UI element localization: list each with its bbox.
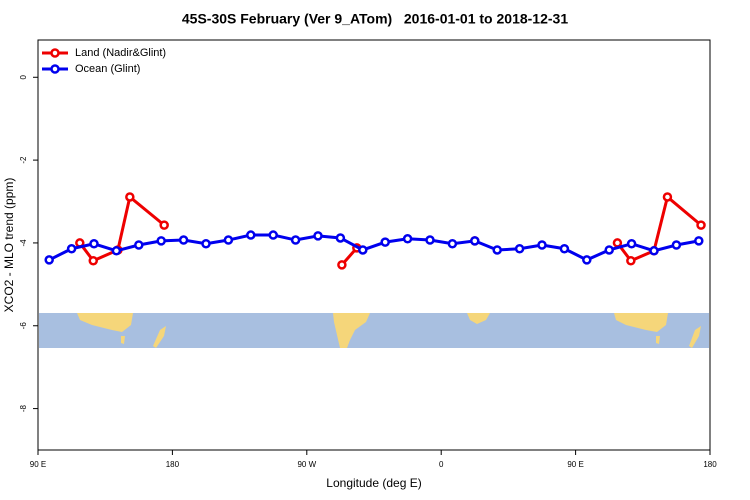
landmass <box>614 313 668 332</box>
x-tick-label: 0 <box>439 460 444 469</box>
data-point <box>111 246 122 256</box>
data-point <box>290 235 301 245</box>
map-band <box>39 313 709 348</box>
data-point <box>514 243 525 254</box>
data-point <box>156 236 166 246</box>
data-point <box>201 239 211 249</box>
landmass <box>77 313 133 332</box>
data-point <box>559 243 570 254</box>
data-point <box>662 192 673 202</box>
data-point <box>626 255 636 266</box>
data-point <box>582 255 592 265</box>
x-tick-label: 180 <box>703 460 717 469</box>
data-point <box>159 220 169 230</box>
data-point <box>246 230 256 240</box>
ocean-background <box>39 313 709 348</box>
data-point <box>358 245 368 255</box>
plot-frame <box>37 39 711 451</box>
data-point <box>66 243 77 254</box>
data-point <box>537 240 547 250</box>
data-point <box>671 240 682 250</box>
y-axis-label: XCO2 - MLO trend (ppm) <box>2 178 16 313</box>
y-tick-label: -2 <box>19 156 28 164</box>
landmass <box>467 313 490 324</box>
x-tick-label: 180 <box>166 460 180 469</box>
x-axis-label: Longitude (deg E) <box>326 476 421 490</box>
legend-marker <box>50 48 60 58</box>
data-point <box>335 233 346 243</box>
data-point <box>44 255 54 265</box>
data-point <box>612 238 623 248</box>
landmass <box>333 313 370 348</box>
data-point <box>649 246 659 256</box>
data-point <box>380 237 390 247</box>
data-point <box>492 245 502 255</box>
data-point <box>402 234 413 244</box>
chart-title: 45S-30S February (Ver 9_ATom) 2016-01-01… <box>182 11 568 27</box>
y-tick-label: 0 <box>19 74 28 79</box>
data-point <box>604 245 614 255</box>
y-tick-label: -4 <box>19 239 28 247</box>
data-point <box>125 192 135 202</box>
series-line <box>48 233 700 262</box>
legend-marker <box>50 64 60 74</box>
y-tick-label: -8 <box>19 404 28 412</box>
data-point <box>134 240 144 250</box>
data-point <box>696 220 706 230</box>
data-point <box>447 239 458 249</box>
data-point <box>313 231 323 241</box>
x-tick-label: 90 E <box>30 460 46 469</box>
landmass <box>121 326 166 348</box>
data-point <box>89 239 99 249</box>
data-point <box>470 236 480 246</box>
data-point <box>178 235 189 245</box>
data-point <box>626 239 637 249</box>
x-tick-label: 90 W <box>297 460 316 469</box>
data-point <box>223 235 234 245</box>
legend-label: Ocean (Glint) <box>75 63 140 75</box>
data-point <box>268 230 278 240</box>
series-line <box>78 194 703 266</box>
data-point <box>337 260 347 270</box>
data-point <box>425 235 435 245</box>
y-tick-label: -6 <box>19 322 28 330</box>
data-point <box>694 236 704 246</box>
data-point <box>88 255 99 266</box>
legend-label: Land (Nadir&Glint) <box>75 47 166 59</box>
x-tick-label: 90 E <box>567 460 583 469</box>
